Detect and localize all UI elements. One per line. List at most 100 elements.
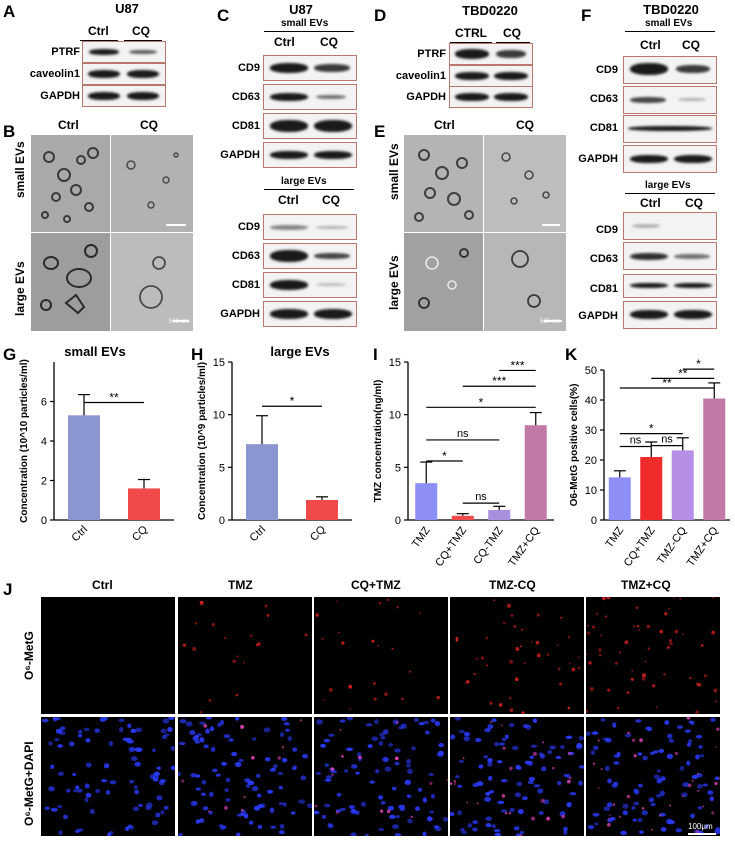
chart-i-bar: [451, 515, 474, 520]
panel-a-col-cq: CQ: [132, 24, 150, 38]
chart-i-bar: [415, 483, 438, 520]
panel-a-row-gapdh: GAPDH: [40, 90, 80, 102]
chart-i-ytick-label: 0: [395, 515, 401, 527]
panel-a-title: U87: [115, 1, 139, 16]
chart-k-sig-label: **: [662, 376, 672, 390]
panel-d-row-ptrf: PTRF: [417, 48, 446, 60]
chart-k-ylabel: O6-MetG positive cells(%): [569, 384, 580, 507]
chart-k-sig-label: ns: [661, 434, 673, 446]
chart-i-sig-label: *: [442, 449, 447, 463]
tem-b-cq-large: 500 nm: [110, 232, 194, 332]
blot-a-gapdh: [82, 85, 166, 107]
chart-i-ytick-label: 5: [395, 462, 401, 474]
panel-j-col-tmz: TMZ: [228, 578, 253, 592]
panel-d-underline-cq: [496, 42, 530, 43]
chart-h-ytick-label: 10: [213, 410, 225, 422]
chart-k-category-label: CQ+TMZ: [622, 525, 658, 569]
chart-k: 0 10 20 30 40 50 O6-MetG positive cells(%) TMZC…: [569, 357, 730, 569]
panel-f-large-cd63: CD63: [589, 253, 618, 265]
chart-g-category-label: Ctrl: [70, 524, 91, 545]
panel-d-row-caveolin1: caveolin1: [395, 70, 446, 82]
chart-g-category-label: CQ: [130, 523, 150, 543]
panel-c-small-underline: [264, 31, 354, 32]
panel-f-large-cd9: CD9: [595, 224, 618, 236]
panel-j-scale: 100μm: [688, 822, 713, 831]
chart-i-category-label: CQ-TMZ: [471, 525, 506, 567]
panel-c-large-col-cq: CQ: [322, 193, 340, 207]
blot-a-ptrf: [82, 41, 166, 63]
tem-e-cq-large: 500 nm: [483, 232, 567, 332]
panel-b-col-ctrl: Ctrl: [58, 118, 79, 132]
panel-f-title: TBD0220: [643, 2, 699, 17]
chart-k-ytick-label: 10: [585, 485, 597, 497]
panel-f-small-cd81: CD81: [589, 122, 618, 134]
chart-k-ytick-label: 40: [585, 395, 597, 407]
panel-j-col-tmz-cq: TMZ-CQ: [489, 578, 536, 592]
panel-c-large-header: large EVs: [281, 176, 327, 187]
chart-i-sig-label: ns: [457, 428, 469, 440]
panel-f-small-cd63: CD63: [589, 93, 618, 105]
panel-a-row-ptrf: PTRF: [51, 46, 80, 58]
panel-f-small-cd9: CD9: [595, 64, 618, 76]
panel-b-col-cq: CQ: [140, 118, 158, 132]
panel-d-col-cq: CQ: [503, 26, 521, 40]
panel-label-e: E: [374, 122, 386, 141]
fluor-image-r2-c5: [586, 717, 720, 836]
chart-h-title: large EVs: [270, 344, 329, 359]
blot-f-small-cd81: [623, 115, 717, 143]
panel-f-small-underline: [625, 31, 715, 32]
panel-label-d: D: [374, 6, 387, 25]
panel-c-col-ctrl: Ctrl: [274, 35, 295, 49]
chart-h-bar: [306, 499, 338, 520]
tem-e-ctrl-large: [403, 232, 484, 332]
blot-f-large-cd9: [623, 212, 717, 240]
chart-h-category-label: Ctrl: [248, 524, 269, 545]
panel-f-small-gapdh: GAPDH: [578, 153, 618, 165]
panel-c-small-cd63: CD63: [231, 91, 260, 103]
chart-i-sig-label: ns: [475, 491, 487, 503]
panel-e-col-ctrl: Ctrl: [434, 118, 455, 132]
chart-i-category-label: TMZ: [410, 525, 433, 551]
chart-h-ytick-label: 15: [213, 357, 225, 369]
chart-h-bar: [246, 444, 278, 520]
panel-label-b: B: [3, 122, 16, 141]
tem-b-ctrl-small: [30, 134, 111, 233]
chart-i-category-label: TMZ+CQ: [506, 524, 542, 569]
blot-f-large-gapdh: [623, 301, 717, 329]
chart-i-ytick-label: 15: [389, 357, 401, 369]
panel-j-col-cq-tmz: CQ+TMZ: [351, 578, 401, 592]
blot-f-small-gapdh: [623, 145, 717, 173]
panel-a-col-ctrl: Ctrl: [88, 24, 109, 38]
fluor-image-r2-c3: [314, 717, 448, 836]
fluor-image-r2-c4: [450, 717, 584, 836]
tem-e-cq-small: [483, 134, 567, 233]
panel-label-j: J: [3, 580, 13, 599]
chart-k-bar: [640, 457, 663, 520]
panel-d-underline-ctrl: [450, 42, 492, 43]
blot-d-caveolin1: [449, 65, 533, 87]
panel-d-col-ctrl: CTRL: [455, 26, 487, 40]
panel-f-small-header: small EVs: [645, 18, 693, 29]
panel-e-col-cq: CQ: [516, 118, 534, 132]
panel-f-large-gapdh: GAPDH: [578, 310, 618, 322]
panel-d-title: TBD0220: [462, 3, 518, 18]
blot-c-small-cd81: [263, 113, 357, 139]
chart-g-ytick-label: 0: [41, 515, 47, 527]
blot-c-small-gapdh: [263, 142, 357, 168]
chart-i-sig-label: ***: [510, 358, 524, 372]
blot-f-large-cd63: [623, 242, 717, 270]
panel-c-large-underline: [264, 189, 354, 190]
chart-k-category-label: TMZ: [603, 525, 626, 551]
panel-e-row-small: small EVs: [387, 143, 401, 200]
tem-b-cq-small: [110, 134, 194, 233]
panel-b-scale: 500 nm: [169, 319, 190, 325]
chart-k-sig-label: ns: [630, 435, 642, 447]
tem-b-ctrl-large: [30, 232, 111, 332]
panel-label-g: G: [3, 345, 17, 364]
chart-k-ytick-label: 20: [585, 455, 597, 467]
chart-g: 0 2 4 6 Concentration (10^10 particles/ml) sm…: [19, 344, 174, 545]
chart-g-sig-label: **: [109, 390, 119, 404]
blot-c-large-gapdh: [263, 301, 357, 327]
panel-b-row-small: small EVs: [13, 141, 27, 198]
chart-k-category-label: TMZ-CQ: [655, 524, 690, 566]
